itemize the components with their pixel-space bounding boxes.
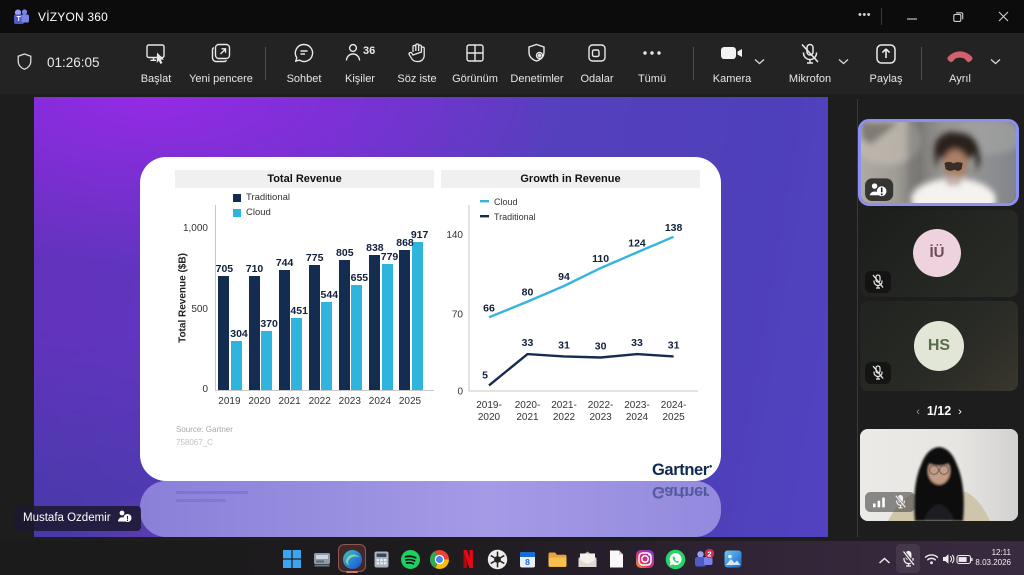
svg-text:Cloud: Cloud xyxy=(494,197,518,207)
svg-text:80: 80 xyxy=(522,287,534,299)
svg-text:33: 33 xyxy=(631,337,643,349)
svg-text:5: 5 xyxy=(482,369,488,381)
svg-text:2023: 2023 xyxy=(589,412,612,423)
svg-text:31: 31 xyxy=(558,339,570,351)
svg-text:31: 31 xyxy=(668,339,680,351)
svg-text:36: 36 xyxy=(363,45,375,57)
svg-text:2025: 2025 xyxy=(662,412,685,423)
svg-text:2022: 2022 xyxy=(553,412,576,423)
svg-text:T: T xyxy=(16,16,21,23)
svg-text:124: 124 xyxy=(628,237,646,249)
svg-text:0: 0 xyxy=(457,387,463,398)
svg-text:138: 138 xyxy=(665,222,683,234)
svg-text:2024: 2024 xyxy=(626,412,649,423)
svg-text:2020-: 2020- xyxy=(515,400,541,411)
svg-text:30: 30 xyxy=(595,341,607,353)
svg-text:2023-: 2023- xyxy=(624,400,650,411)
svg-text:2022-: 2022- xyxy=(588,400,614,411)
svg-text:140: 140 xyxy=(446,230,463,241)
svg-text:110: 110 xyxy=(592,253,609,265)
svg-text:94: 94 xyxy=(558,271,570,283)
svg-text:2: 2 xyxy=(707,550,711,559)
svg-text:!: ! xyxy=(126,514,129,523)
svg-text:2024-: 2024- xyxy=(661,400,687,411)
svg-text:8: 8 xyxy=(525,557,530,567)
svg-text:2021-: 2021- xyxy=(551,400,577,411)
svg-text:2021: 2021 xyxy=(516,412,539,423)
svg-text:Traditional: Traditional xyxy=(494,212,536,222)
svg-text:33: 33 xyxy=(522,337,534,349)
svg-text:70: 70 xyxy=(452,309,464,320)
svg-text:2019-: 2019- xyxy=(476,400,502,411)
svg-text:66: 66 xyxy=(483,302,495,314)
svg-text:2020: 2020 xyxy=(478,412,501,423)
